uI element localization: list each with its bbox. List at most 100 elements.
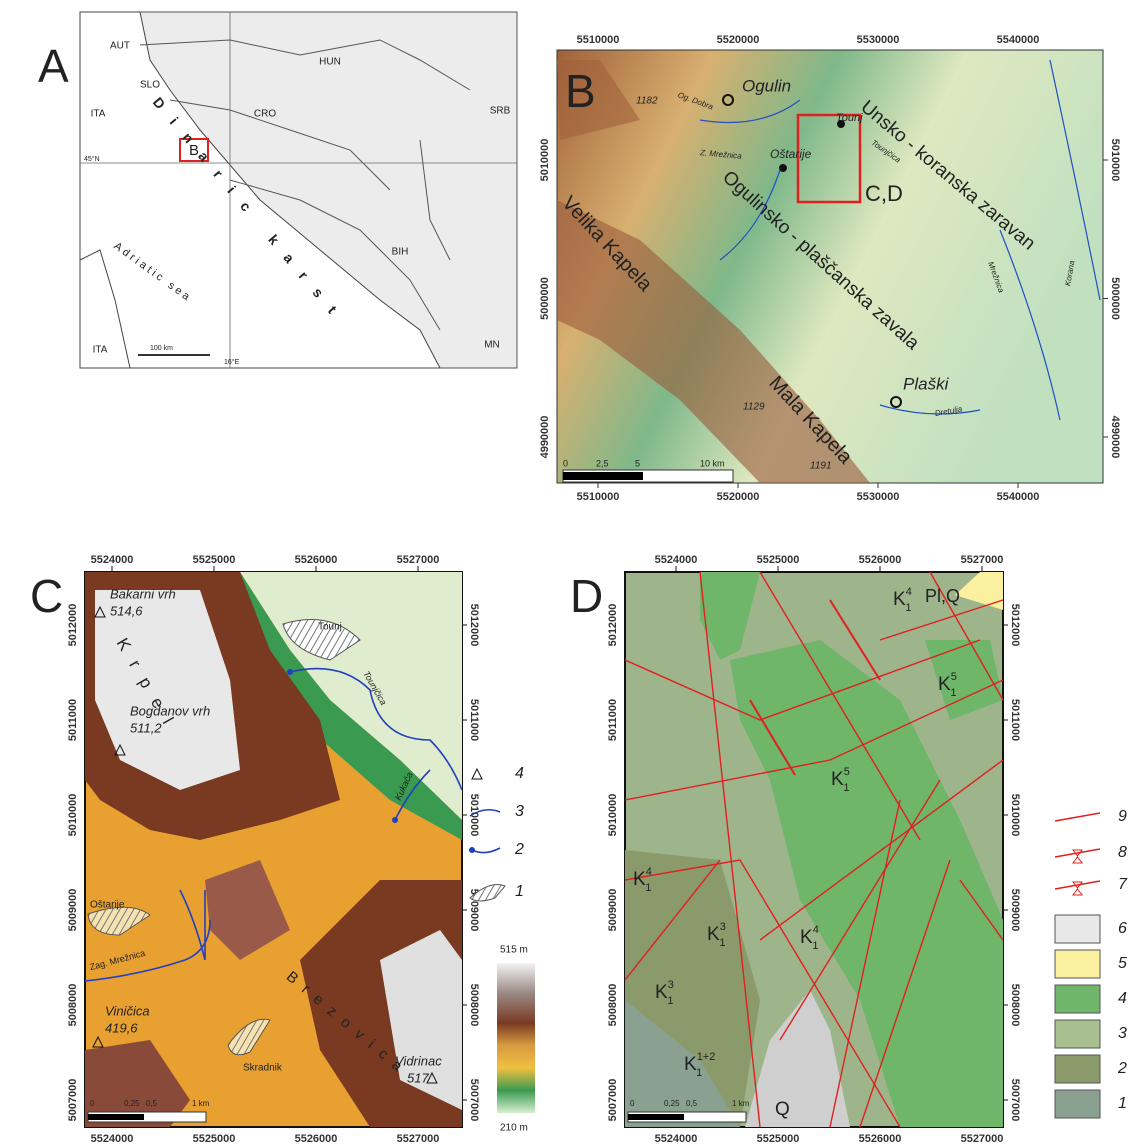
x-tick-label: 5530000 (857, 34, 900, 46)
y-tick-label: 5007000 (67, 1079, 79, 1122)
label: 1 km (192, 1099, 210, 1108)
label: 2 (514, 841, 524, 858)
legend-swatch (1055, 950, 1100, 978)
x-tick-label: 5510000 (577, 491, 620, 503)
legend-swatch (1055, 1090, 1100, 1118)
legend-fold (1073, 857, 1082, 863)
label: 100 km (150, 345, 173, 352)
unit-base: K (684, 1054, 697, 1075)
unit-sub: 1 (667, 995, 673, 1007)
label: 4 (1118, 990, 1127, 1007)
x-tick-label: 5527000 (961, 554, 1004, 566)
y-tick-label: 5010000 (607, 794, 619, 837)
label: 0,25 (124, 1099, 140, 1108)
x-tick-label: 5524000 (655, 554, 698, 566)
label: Oštarije (770, 147, 812, 161)
x-tick-label: 5525000 (757, 1133, 800, 1145)
label: 1129 (743, 402, 765, 413)
label: CRO (254, 109, 276, 120)
unit-sup: 4 (813, 924, 819, 936)
x-tick-label: 5530000 (857, 491, 900, 503)
y-tick-label: 5012000 (607, 604, 619, 647)
y-tick-label: 5000000 (1109, 277, 1121, 320)
label: Pl,Q (925, 586, 960, 606)
unit-sup: 3 (720, 921, 726, 933)
label: 1182 (636, 96, 658, 107)
unit-sub: 1 (843, 782, 849, 794)
y-tick-label: 5011000 (1009, 699, 1021, 741)
y-tick-label: 5010000 (67, 794, 79, 837)
y-tick-label: 5008000 (468, 984, 480, 1027)
label: C,D (865, 181, 903, 206)
y-tick-label: 5012000 (468, 604, 480, 647)
label: C (30, 570, 63, 622)
label: Tounj (318, 622, 342, 633)
legend-swatch (1055, 985, 1100, 1013)
x-tick-label: 5524000 (91, 1133, 134, 1145)
unit-sup: 4 (906, 586, 912, 598)
label: 4 (515, 765, 524, 782)
x-tick-label: 5526000 (859, 1133, 902, 1145)
label: Skradnik (243, 1063, 283, 1074)
label: 511,2 (130, 720, 162, 735)
label: Ogulin (742, 76, 791, 95)
legend-spring-dot (469, 847, 475, 853)
label: 45°N (84, 155, 100, 163)
y-tick-label: 5009000 (1009, 889, 1021, 932)
label: 0,5 (146, 1099, 158, 1108)
label: 0 (563, 458, 568, 468)
label: 3 (515, 803, 524, 820)
unit-sub: 1 (812, 940, 818, 952)
town-marker (838, 121, 844, 127)
label: BIH (392, 247, 409, 258)
label: 2 (1117, 1060, 1127, 1077)
x-tick-label: 5526000 (295, 554, 338, 566)
label: 10 km (700, 458, 725, 468)
y-tick-label: 5010000 (1109, 139, 1121, 182)
label: 515 m (500, 945, 528, 956)
label: ITA (91, 109, 106, 120)
x-tick-label: 5520000 (717, 491, 760, 503)
legend-fault (1055, 813, 1100, 821)
legend-spring (472, 848, 500, 853)
label: ITA (93, 345, 108, 356)
label: Bakarni vrh (110, 586, 176, 601)
legend-fold (1073, 889, 1082, 895)
spring (392, 817, 398, 823)
unit-base: K (831, 769, 844, 790)
unit-sup: 5 (951, 671, 957, 683)
x-tick-label: 5526000 (295, 1133, 338, 1145)
label: B (565, 65, 596, 117)
label: SLO (140, 80, 160, 91)
y-tick-label: 4990000 (539, 416, 551, 459)
unit-sup: 5 (844, 766, 850, 778)
y-tick-label: 5008000 (1009, 984, 1021, 1027)
label: Q (775, 1099, 790, 1120)
unit-sup: 3 (668, 979, 674, 991)
unit-sub: 1 (696, 1067, 702, 1079)
x-tick-label: 5526000 (859, 554, 902, 566)
scale-bar-fill (563, 472, 643, 480)
label: D (570, 570, 603, 622)
label: Plaški (903, 374, 950, 393)
label: 0,25 (664, 1099, 680, 1108)
spring (287, 669, 293, 675)
scale-bar-fill (628, 1114, 684, 1120)
label: 3 (1118, 1025, 1127, 1042)
y-tick-label: 5009000 (67, 889, 79, 932)
label: Viničica (105, 1003, 150, 1018)
unit-base: K (800, 927, 813, 948)
legend-peak (472, 769, 482, 779)
y-tick-label: 5011000 (468, 699, 480, 741)
y-tick-label: 5010000 (1009, 794, 1021, 837)
x-tick-label: 5524000 (91, 554, 134, 566)
unit-sup: 4 (646, 866, 652, 878)
y-tick-label: 5008000 (607, 984, 619, 1027)
unit-sub: 1 (905, 602, 911, 614)
label: 1 (515, 883, 524, 900)
x-tick-label: 5527000 (397, 554, 440, 566)
label: 0 (630, 1099, 635, 1108)
x-tick-label: 5527000 (961, 1133, 1004, 1145)
label: 419,6 (105, 1020, 138, 1035)
label: 1 km (732, 1099, 750, 1108)
